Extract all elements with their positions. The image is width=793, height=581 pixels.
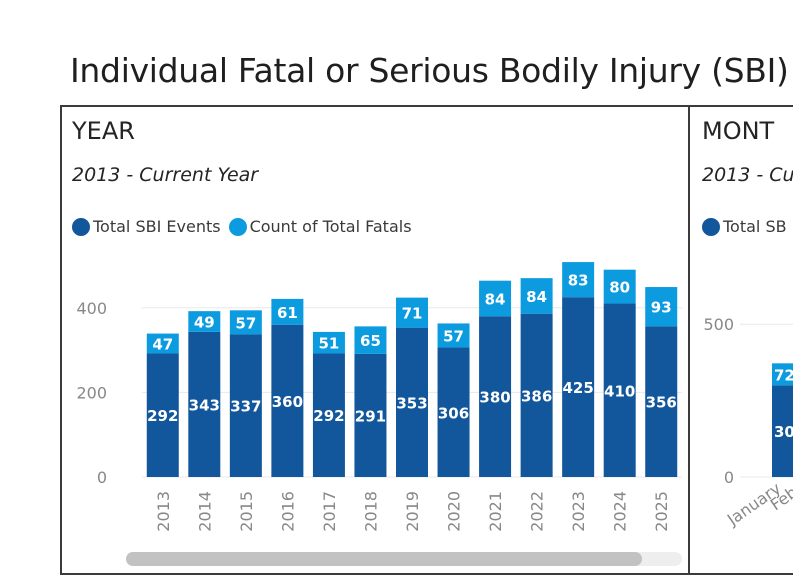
x-tick-label: 2019 (403, 491, 422, 532)
y-tick-label: 0 (97, 468, 107, 487)
bar-total-fatals (354, 326, 387, 354)
data-label-fatals: 72 (774, 366, 793, 384)
data-label-fatals: 57 (235, 314, 256, 332)
legend-item-fatals[interactable]: Count of Total Fatals (228, 217, 412, 236)
bar-sbi-events (229, 334, 262, 477)
legend-item-sbi[interactable]: Total SBI Events (72, 217, 221, 236)
bar-total-fatals (188, 311, 221, 332)
legend-label-sbi: Total SBI Events (93, 217, 221, 236)
year-chart-plot: 0 200 400 292 47 2013 343 49 2014 337 57 2015 360 61 2… (76, 262, 682, 532)
month-chart-panel[interactable]: MONT 2013 - Cu Total SB 0 500 30 72 January F… (688, 105, 793, 575)
bar-sbi-events (479, 316, 512, 477)
year-chart-legend: Total SBI Events Count of Total Fatals (72, 217, 420, 236)
data-label-fatals: 47 (152, 336, 173, 354)
legend-marker-sbi (72, 217, 90, 236)
data-label-sbi: 380 (479, 389, 510, 407)
data-label-sbi: 30 (774, 423, 793, 441)
bar-total-fatals (479, 280, 512, 317)
data-label-fatals: 71 (402, 305, 423, 323)
month-chart-title: MONT (702, 117, 775, 145)
data-label-fatals: 84 (485, 290, 506, 308)
bar-sbi-events (354, 353, 387, 477)
year-chart-title: YEAR (72, 117, 135, 145)
legend-label-month-sbi: Total SB (723, 217, 787, 236)
bar-total-fatals (229, 310, 262, 335)
y-tick-label: 500 (703, 315, 734, 334)
data-label-sbi: 343 (189, 396, 220, 414)
legend-marker-month-sbi (702, 217, 720, 236)
bar-sbi-events (437, 347, 470, 477)
x-tick-label: 2024 (611, 491, 630, 532)
data-label-fatals: 93 (651, 299, 672, 317)
month-chart-subtitle: 2013 - Cu (702, 164, 793, 186)
bar-total-fatals (562, 262, 595, 298)
bar-sbi-events (520, 313, 553, 477)
bar-sbi-events (603, 303, 636, 477)
data-label-fatals: 84 (526, 288, 547, 306)
bar-sbi-events (312, 353, 345, 477)
data-label-sbi: 410 (604, 382, 635, 400)
x-tick-label: 2018 (361, 491, 380, 532)
data-label-fatals: 80 (609, 279, 630, 297)
year-chart-scrollbar-thumb[interactable] (126, 552, 642, 566)
bar-total-fatals (146, 333, 179, 354)
bar-sbi-events (188, 331, 221, 477)
data-label-fatals: 61 (277, 304, 298, 322)
month-chart-legend: Total SB (702, 217, 793, 236)
page-title: Individual Fatal or Serious Bodily Injur… (70, 51, 789, 90)
data-label-fatals: 83 (568, 272, 589, 290)
bar-sbi-events (271, 324, 304, 477)
x-tick-label: 2025 (652, 491, 671, 532)
data-label-sbi: 386 (521, 387, 552, 405)
bar-sbi-events (562, 297, 595, 477)
y-tick-label: 200 (76, 383, 107, 402)
bar-sbi-events (645, 326, 678, 477)
bar-sbi-events (146, 353, 179, 477)
bar-total-fatals (520, 278, 553, 314)
y-tick-label: 0 (724, 468, 734, 487)
x-tick-label: 2022 (528, 491, 547, 532)
legend-item-month-sbi[interactable]: Total SB (702, 217, 787, 236)
bar-total-fatals (772, 363, 793, 386)
x-tick-label: 2017 (320, 491, 339, 532)
data-label-sbi: 337 (230, 398, 261, 416)
x-tick-label: 2015 (237, 491, 256, 532)
x-tick-label: 2016 (278, 491, 297, 532)
data-label-sbi: 353 (396, 394, 427, 412)
bar-total-fatals (312, 331, 345, 354)
data-label-sbi: 425 (562, 379, 593, 397)
bar-sbi-events (772, 385, 793, 477)
x-tick-label: 2023 (569, 491, 588, 532)
bar-sbi-events (396, 327, 428, 477)
data-label-sbi: 292 (313, 407, 344, 425)
panel-divider-bottom (60, 573, 793, 575)
data-label-sbi: 360 (272, 393, 303, 411)
data-label-sbi: 356 (646, 394, 677, 412)
data-label-fatals: 51 (318, 335, 339, 353)
y-tick-label: 400 (76, 299, 107, 318)
legend-label-fatals: Count of Total Fatals (249, 217, 412, 236)
year-chart-subtitle: 2013 - Current Year (72, 164, 259, 186)
data-label-sbi: 306 (438, 404, 469, 422)
bar-total-fatals (437, 323, 470, 348)
x-tick-label: 2021 (486, 491, 505, 532)
bar-total-fatals (645, 287, 678, 327)
x-tick-label: 2014 (195, 491, 214, 532)
bar-total-fatals (396, 297, 428, 328)
data-label-sbi: 291 (355, 407, 386, 425)
bar-total-fatals (271, 298, 304, 325)
bar-total-fatals (603, 269, 636, 304)
data-label-fatals: 49 (194, 314, 215, 332)
x-tick-label: 2020 (445, 491, 464, 532)
data-label-sbi: 292 (147, 407, 178, 425)
data-label-fatals: 57 (443, 327, 464, 345)
year-chart-panel[interactable]: YEAR 2013 - Current Year Total SBI Event… (60, 105, 690, 575)
data-label-fatals: 65 (360, 332, 381, 350)
x-tick-label: 2013 (154, 491, 173, 532)
legend-marker-fatals (228, 217, 247, 236)
